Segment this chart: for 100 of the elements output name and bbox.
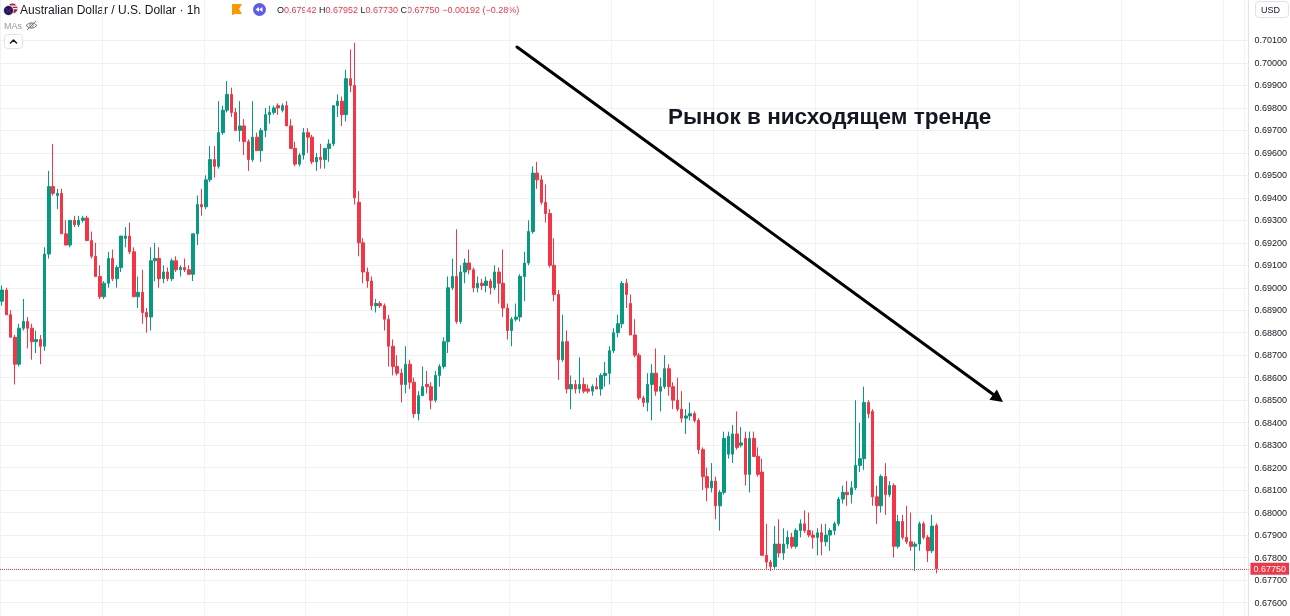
candlestick	[748, 431, 751, 493]
candlestick	[251, 100, 254, 163]
candlestick	[56, 188, 59, 210]
candlestick	[777, 518, 781, 559]
candlestick	[484, 276, 488, 293]
candlestick	[340, 96, 344, 127]
candlestick	[455, 228, 458, 325]
y-tick-label: 0.69000	[1254, 282, 1288, 293]
candlestick	[136, 276, 140, 309]
y-tick-label: 0.70100	[1254, 35, 1288, 46]
y-tick-label: 0.67700	[1254, 575, 1288, 586]
candlestick	[476, 276, 479, 293]
candlestick	[650, 363, 654, 421]
y-tick-label: 0.69100	[1254, 260, 1288, 271]
candlestick	[892, 482, 896, 559]
candlestick	[896, 514, 900, 550]
candlestick	[862, 386, 866, 471]
candlestick	[735, 410, 739, 451]
candlestick	[845, 480, 849, 507]
candlestick	[824, 523, 828, 547]
y-tick-label: 0.68600	[1254, 372, 1288, 383]
y-tick-label: 0.68000	[1254, 507, 1288, 518]
candlestick	[930, 514, 934, 554]
candlestick	[493, 264, 496, 291]
candlestick	[344, 69, 348, 122]
candlestick	[888, 480, 891, 498]
candlestick	[174, 255, 178, 273]
candlestick	[353, 42, 356, 206]
y-tick-label: 0.69300	[1254, 215, 1288, 226]
candlestick	[782, 527, 785, 561]
y-tick-label: 0.68400	[1254, 417, 1288, 428]
candlestick	[574, 379, 577, 394]
candlestick	[578, 356, 581, 394]
y-tick-label: 0.68700	[1254, 350, 1288, 361]
candlestick	[480, 278, 484, 291]
candlestick	[255, 132, 259, 152]
y-tick-label: 0.67900	[1254, 530, 1288, 541]
candlestick	[710, 462, 713, 493]
candlestick	[820, 523, 823, 556]
candlestick	[625, 278, 628, 309]
y-tick-label: 0.69200	[1254, 237, 1288, 248]
candlestick	[489, 278, 492, 296]
y-tick-label: 0.69600	[1254, 147, 1288, 158]
candlestick	[200, 188, 203, 217]
y-tick-label: 0.69900	[1254, 80, 1288, 91]
candlestick	[111, 249, 114, 282]
candlestick	[744, 431, 747, 487]
candlestick	[162, 264, 165, 284]
candlestick	[170, 258, 174, 282]
y-tick-label: 0.69400	[1254, 192, 1288, 203]
candlestick	[68, 219, 72, 248]
y-tick-label: 0.68800	[1254, 327, 1288, 338]
y-tick-label: 0.68200	[1254, 462, 1288, 473]
y-tick-label: 0.68300	[1254, 440, 1288, 451]
candlestick	[731, 424, 734, 464]
candlestick	[213, 145, 216, 179]
ref-line-label: 0.67750	[1253, 563, 1287, 574]
candlestick	[884, 462, 887, 516]
candlestick	[790, 532, 794, 550]
candlestick	[773, 525, 777, 570]
y-tick-label: 0.68900	[1254, 305, 1288, 316]
candlestick	[714, 476, 717, 520]
candlestick	[654, 347, 658, 397]
y-tick-label: 0.67800	[1254, 552, 1288, 563]
candlestick	[281, 102, 284, 113]
candlestick	[565, 329, 569, 394]
candlestick	[739, 426, 743, 448]
candlestick	[404, 345, 407, 394]
candlestick	[149, 246, 153, 331]
y-tick-label: 0.70000	[1254, 57, 1288, 68]
candlestick	[879, 473, 883, 514]
y-tick-label: 0.68100	[1254, 485, 1288, 496]
candlestick	[166, 267, 169, 282]
y-tick-label: 0.67600	[1254, 597, 1288, 608]
candlestick	[569, 374, 573, 410]
candlestick	[319, 143, 322, 170]
candlestick	[51, 143, 55, 197]
y-tick-label: 0.69500	[1254, 170, 1288, 181]
candlestick	[81, 215, 85, 224]
y-tick-label: 0.68500	[1254, 395, 1288, 406]
candlestick	[595, 377, 598, 390]
candlestick	[157, 246, 161, 289]
candlestick	[315, 152, 318, 172]
candlestick	[591, 383, 594, 397]
candlestick	[73, 215, 76, 228]
candlestick	[374, 298, 378, 313]
annotation: MAs	[4, 20, 23, 31]
candlestick	[39, 334, 42, 365]
candlestick	[582, 377, 586, 394]
y-tick-label: 0.69700	[1254, 125, 1288, 136]
candlestick	[179, 264, 182, 278]
candlestick	[816, 527, 819, 556]
candlestick	[561, 314, 564, 363]
annotation: Рынок в нисходящем тренде	[668, 104, 992, 129]
text: USD	[1261, 4, 1281, 15]
candlestick	[34, 329, 38, 354]
candlestick	[276, 102, 280, 116]
candlestick	[238, 100, 242, 143]
y-tick-label: 0.69800	[1254, 102, 1288, 113]
candlestick	[0, 285, 4, 307]
